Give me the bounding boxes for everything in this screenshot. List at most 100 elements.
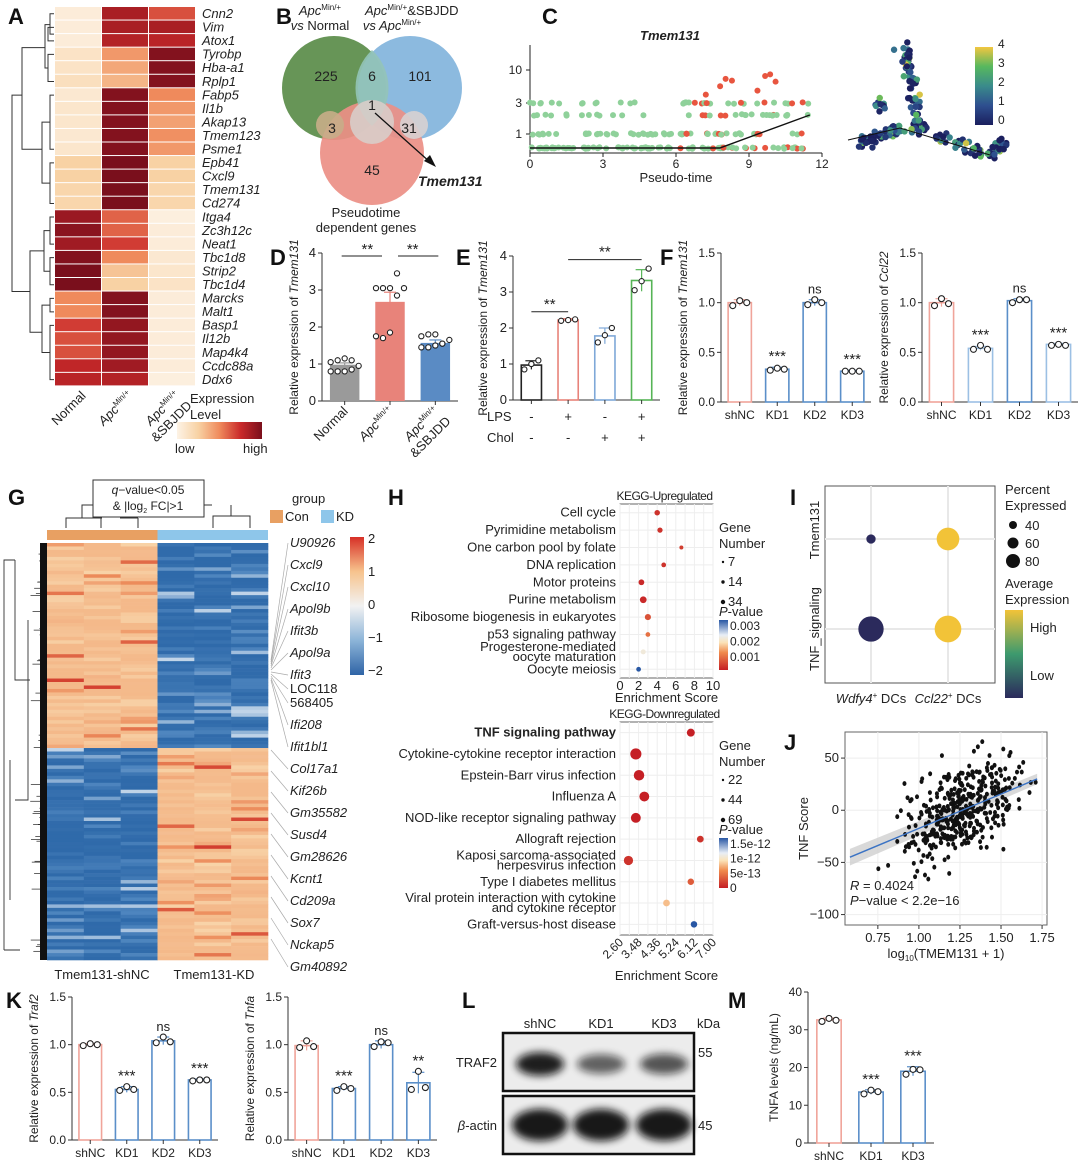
size-legend-value: 14: [728, 574, 742, 589]
heatmap-cell: [231, 866, 269, 870]
heatmap-cell: [194, 893, 232, 898]
heatmap-cell: [157, 768, 195, 773]
cell-point: [767, 71, 774, 78]
term-label: Viral protein interaction with cytokine: [405, 890, 616, 905]
heatmap-cell: [83, 595, 121, 599]
heatmap-cell: [194, 619, 232, 624]
color-legend-low: Low: [1030, 668, 1054, 683]
heatmap-cell: [83, 765, 121, 770]
cell-point: [759, 111, 766, 118]
heatmap-cell: [157, 914, 195, 919]
data-point: [384, 1039, 392, 1047]
x-tick-label: 2: [635, 678, 642, 693]
x-axis-label: log10(TMEM131 + 1): [888, 946, 1005, 963]
heatmap-cell: [120, 925, 158, 930]
data-point: [922, 872, 927, 878]
data-point: [989, 802, 994, 808]
heatmap-cell: [231, 751, 269, 756]
heatmap-cell: [47, 563, 85, 568]
significance-label: ns: [1013, 281, 1027, 296]
significance-label: ***: [904, 1048, 922, 1065]
y-tick-label: 10: [789, 1098, 803, 1112]
heatmap-cell: [47, 737, 85, 742]
heatmap-cell: [83, 737, 121, 742]
gene-label: Ddx6: [202, 372, 233, 387]
condition-sign: -: [529, 409, 533, 424]
data-point: [166, 1038, 174, 1046]
heatmap-cell: [120, 845, 158, 850]
heatmap-cell: [194, 848, 232, 853]
heatmap-cell: [157, 699, 195, 704]
heatmap-cell: [157, 633, 195, 638]
heatmap-cell: [102, 34, 148, 47]
heatmap-cell: [102, 142, 148, 156]
data-point: [379, 334, 387, 342]
data-point: [953, 822, 958, 828]
heatmap-cell: [83, 713, 121, 718]
cell-point: [770, 144, 777, 151]
heatmap-cell: [120, 595, 158, 599]
data-point: [992, 813, 997, 819]
heatmap-cell: [55, 61, 101, 74]
gene-label: Cd209a: [290, 893, 336, 908]
cell-point: [702, 91, 709, 98]
size-legend-value: 44: [728, 792, 742, 807]
heatmap-cell: [231, 546, 269, 551]
heatmap-cell: [157, 824, 195, 829]
heatmap-cell: [83, 935, 121, 940]
heatmap-cell: [194, 654, 232, 658]
group-bar-con: [47, 530, 158, 540]
heatmap-cell: [47, 900, 85, 905]
data-point: [594, 339, 602, 346]
y-axis-label: Relative expression of Tmem131: [476, 240, 490, 415]
gene-label: Kif26b: [290, 783, 327, 798]
data-point: [938, 824, 943, 830]
heatmap-cell: [55, 250, 101, 264]
data-point: [974, 769, 979, 775]
heatmap-cell: [47, 671, 85, 676]
y-tick-label: 0.5: [49, 1085, 66, 1099]
data-point: [1000, 802, 1005, 808]
heatmap-cell: [231, 893, 269, 898]
heatmap-cell: [83, 720, 121, 724]
heatmap-cell: [231, 956, 269, 961]
heatmap-cell: [194, 821, 232, 825]
kda-unit-label: kDa: [697, 1016, 721, 1031]
heatmap-cell: [83, 734, 121, 738]
data-point: [971, 748, 976, 754]
heatmap-cell: [231, 657, 269, 662]
data-point: [159, 1033, 167, 1041]
x-tick-label: 3: [600, 157, 607, 171]
enrichment-dot: [630, 748, 642, 760]
x-tick-label: 10: [706, 678, 720, 693]
heatmap-cell: [120, 942, 158, 947]
heatmap-cell: [55, 156, 101, 169]
heatmap-cell: [120, 841, 158, 846]
heatmap-cell: [47, 841, 85, 846]
heatmap-cell: [83, 862, 121, 867]
panel-label-j: J: [784, 730, 796, 755]
heatmap-cell: [194, 925, 232, 930]
heatmap-cell: [157, 661, 195, 665]
heatmap-cell: [83, 661, 121, 665]
heatmap-cell: [194, 640, 232, 645]
color-legend-tick: 5e-13: [730, 866, 761, 880]
heatmap-cell: [194, 602, 232, 606]
heatmap-cell: [194, 852, 232, 857]
data-point: [951, 792, 956, 797]
heatmap-cell: [157, 748, 195, 752]
heatmap-cell: [47, 914, 85, 919]
data-point: [1016, 797, 1021, 803]
heatmap-cell: [102, 210, 148, 223]
data-point: [867, 1086, 875, 1094]
heatmap-cell: [194, 577, 232, 582]
x-tick-label: KD2: [369, 1146, 393, 1160]
heatmap-cell: [120, 900, 158, 905]
heatmap-cell: [231, 841, 269, 846]
y-tick-label: 1.0: [265, 1038, 282, 1052]
heatmap-cell: [194, 744, 232, 749]
lane-label: KD3: [651, 1016, 676, 1031]
y-tick-label: 1.5: [698, 246, 715, 260]
term-label: herpesvirus infection: [497, 857, 616, 872]
y-tick-label: 0: [795, 1136, 802, 1150]
